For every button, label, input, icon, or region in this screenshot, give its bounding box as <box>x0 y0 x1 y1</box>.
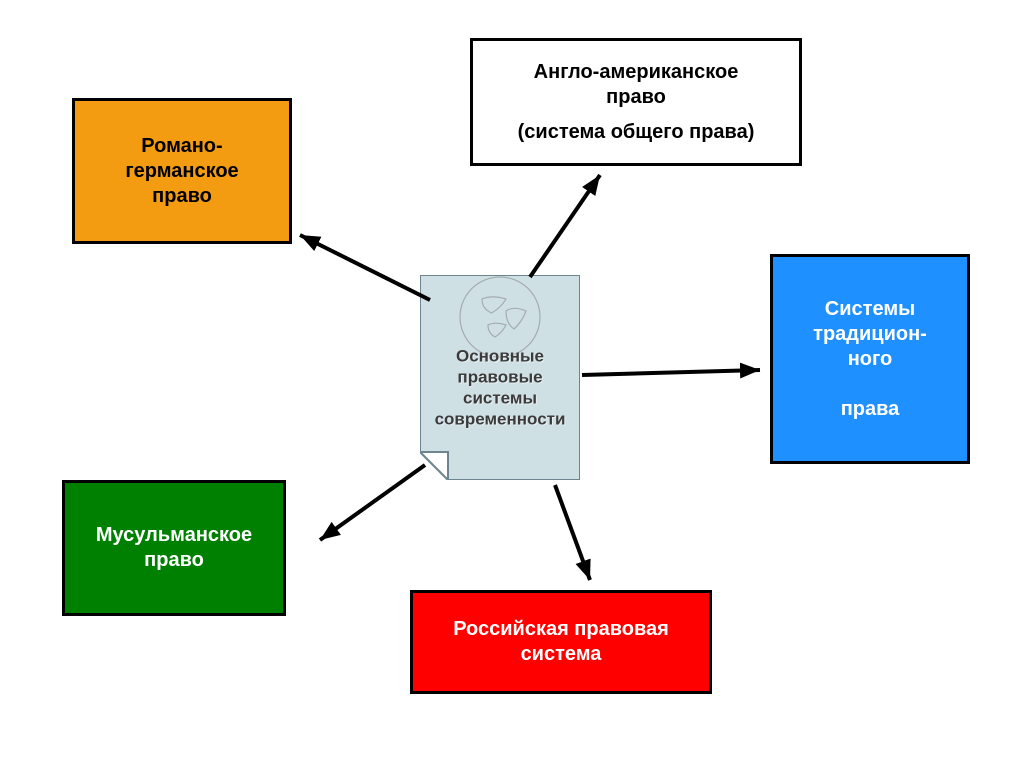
connector-arrow <box>582 370 760 375</box>
box-label-line1: Англо-американскоеправо <box>518 60 755 110</box>
box-russian-legal-system: Российская правоваясистема <box>410 590 712 694</box>
diagram-stage: Романо-германскоеправо Англо-американско… <box>0 0 1024 767</box>
box-anglo-american-law: Англо-американскоеправо (система общего … <box>470 38 802 166</box>
box-label-line2: (система общего права) <box>518 120 755 145</box>
box-romano-germanic-law: Романо-германскоеправо <box>72 98 292 244</box>
spacer <box>518 110 755 120</box>
box-label-wrap: Англо-американскоеправо (система общего … <box>518 60 755 145</box>
box-label: Системытрадицион-ногоправа <box>813 297 927 422</box>
box-label: Мусульманскоеправо <box>96 523 252 573</box>
connector-arrow <box>530 175 600 277</box>
box-label: Романо-германскоеправо <box>125 134 238 209</box>
center-label: Основныеправовыесистемысовременности <box>420 345 580 430</box>
box-muslim-law: Мусульманскоеправо <box>62 480 286 616</box>
connector-arrow <box>320 465 425 540</box>
box-traditional-law-systems: Системытрадицион-ногоправа <box>770 254 970 464</box>
connector-arrow <box>555 485 590 580</box>
box-label: Российская правоваясистема <box>453 617 669 667</box>
connector-arrow <box>300 235 430 300</box>
center-note-legal-systems: Основныеправовыесистемысовременности <box>420 275 580 480</box>
